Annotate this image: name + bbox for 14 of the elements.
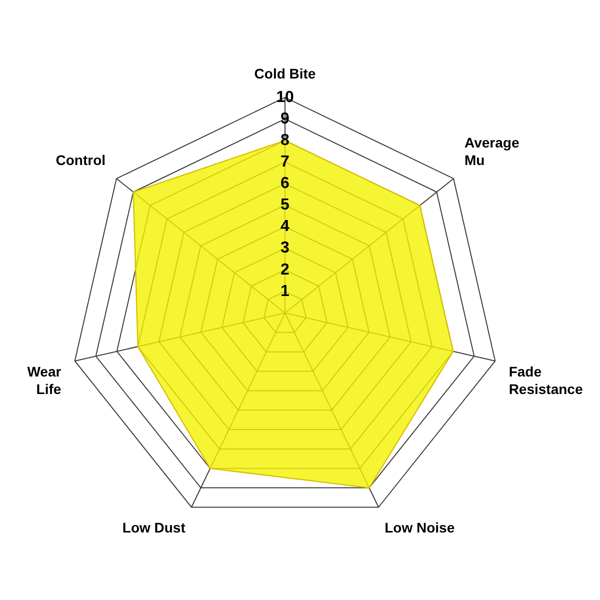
y-tick-label: 4 [280,218,290,236]
spoke-label: Control [56,152,106,168]
y-tick-label: 1 [280,282,290,300]
spoke-label: Low Noise [384,519,455,536]
spoke-label: Average Mu [464,134,520,168]
y-tick-label: 6 [280,175,290,192]
y-tick-label: 2 [280,261,290,278]
spoke-label: Wear Life [27,364,62,398]
spoke-label: Cold Bite [254,66,316,82]
y-tick-label: 5 [280,196,290,214]
y-tick-label: 3 [280,240,290,257]
spoke-label: Fade Resistance [508,364,583,398]
spoke-label: Low Dust [122,519,186,536]
y-tick-label: 7 [280,154,290,171]
